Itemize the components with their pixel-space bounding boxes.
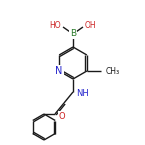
Text: CH₃: CH₃ <box>106 67 120 76</box>
Text: OH: OH <box>85 20 97 29</box>
Text: O: O <box>59 112 65 121</box>
Text: B: B <box>70 29 76 39</box>
Text: N: N <box>55 66 63 76</box>
Text: NH: NH <box>76 88 89 97</box>
Text: HO: HO <box>49 20 61 29</box>
